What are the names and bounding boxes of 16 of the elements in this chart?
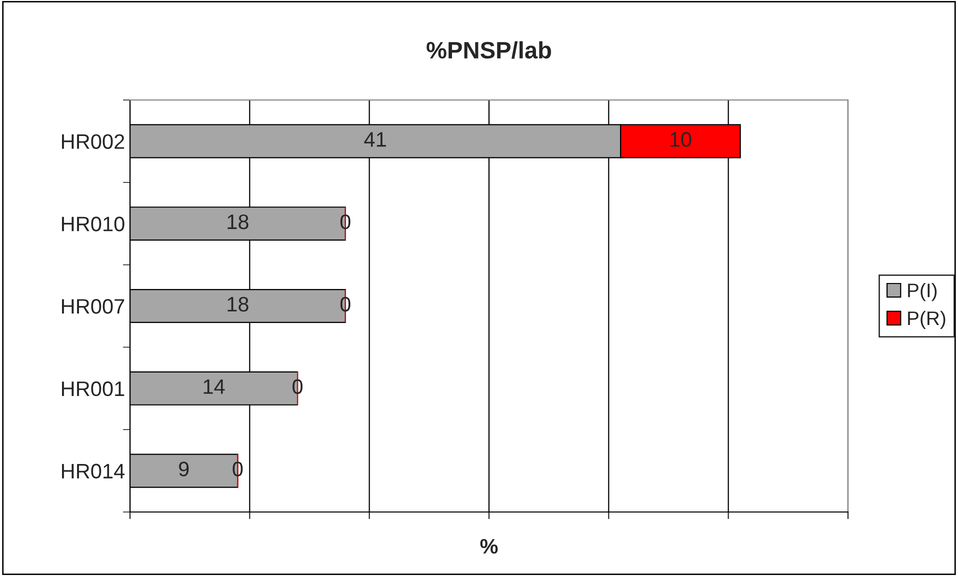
data-label: 10 [670, 132, 692, 147]
data-label: 14 [204, 379, 225, 394]
y-tick-label: HR010 [62, 216, 124, 232]
y-tick-label: HR002 [62, 134, 124, 149]
legend-label: P(I) [908, 283, 937, 302]
y-tick-label: HR014 [62, 464, 125, 479]
chart-title: %PNSP/lab [426, 41, 552, 59]
data-label: 9 [179, 462, 189, 476]
data-label: 18 [228, 296, 248, 312]
y-tick-label: HR007 [62, 299, 124, 314]
data-label: 41 [364, 132, 386, 147]
x-axis-title: % [480, 538, 498, 554]
data-label: 18 [228, 214, 248, 230]
y-tick-label: HR001 [62, 381, 124, 396]
data-label: 0 [232, 462, 243, 476]
legend-label: P(R) [908, 310, 946, 329]
